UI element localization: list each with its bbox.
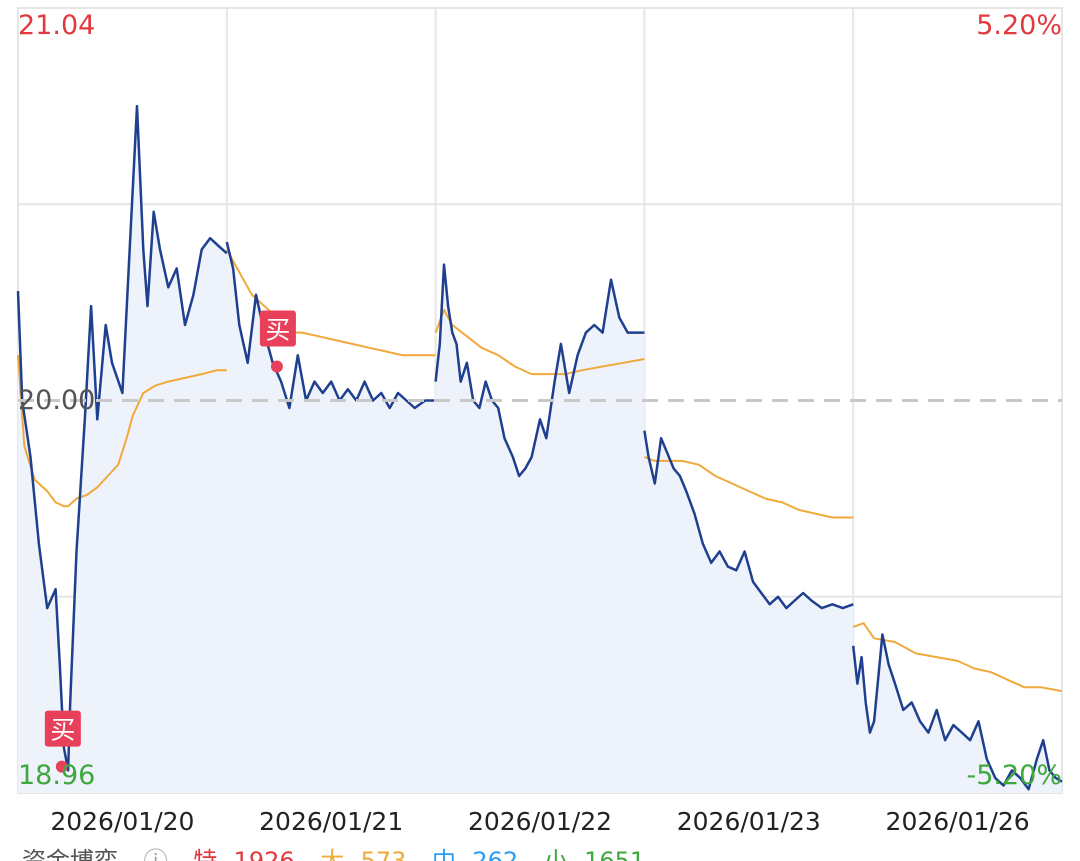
buy-badge-1 [44, 710, 81, 747]
y-bottom-pct-label: -5.20% [966, 760, 1062, 791]
avg-line-day-3 [434, 308, 645, 376]
capital-flow-footer: 资金博弈 ⓘ 特 -1926 大 -573 中 -262 小 -1651 [22, 846, 663, 861]
footer-medium: 中 -262 [432, 847, 519, 861]
buy-point-1 [55, 760, 68, 773]
x-tick-label: 2026/01/26 [886, 807, 1030, 836]
price-line-day-1 [16, 104, 228, 772]
price-series [16, 104, 1063, 791]
x-axis-labels: 2026/01/20 2026/01/21 2026/01/22 2026/01/23… [50, 807, 1029, 836]
avg-line-day-1 [17, 355, 227, 508]
x-tick-label: 2026/01/22 [468, 807, 612, 836]
buy-point-2 [270, 360, 283, 373]
footer-title: 资金博弈 [22, 847, 118, 861]
buy-badge-label-1: 买 [50, 716, 75, 745]
info-icon[interactable]: ⓘ [143, 847, 168, 861]
x-tick-label: 2026/01/20 [50, 807, 194, 836]
x-tick-label: 2026/01/23 [677, 807, 821, 836]
avg-line-day-4 [644, 456, 854, 519]
y-top-pct-label: 5.20% [976, 10, 1062, 41]
avg-line-day-5 [852, 622, 1063, 693]
y-top-price-label: 21.04 [18, 10, 95, 41]
y-base-price-label: 20.00 [18, 385, 95, 416]
price-line-day-3 [434, 263, 645, 478]
footer-small: 小 -1651 [543, 847, 646, 861]
buy-badge-label-2: 买 [265, 316, 290, 345]
price-line-day-4 [643, 430, 854, 610]
buy-markers: 买买 [44, 310, 296, 773]
x-tick-label: 2026/01/21 [259, 807, 403, 836]
price-line-day-2 [225, 241, 436, 410]
y-bottom-price-label: 18.96 [18, 760, 95, 791]
buy-badge-2 [259, 310, 296, 347]
price-line-day-5 [851, 633, 1063, 791]
price-area-fill [18, 106, 1062, 794]
price-area [18, 106, 1062, 794]
footer-large: 大 -573 [320, 847, 407, 861]
footer-super-large: 特 -1926 [193, 847, 295, 861]
